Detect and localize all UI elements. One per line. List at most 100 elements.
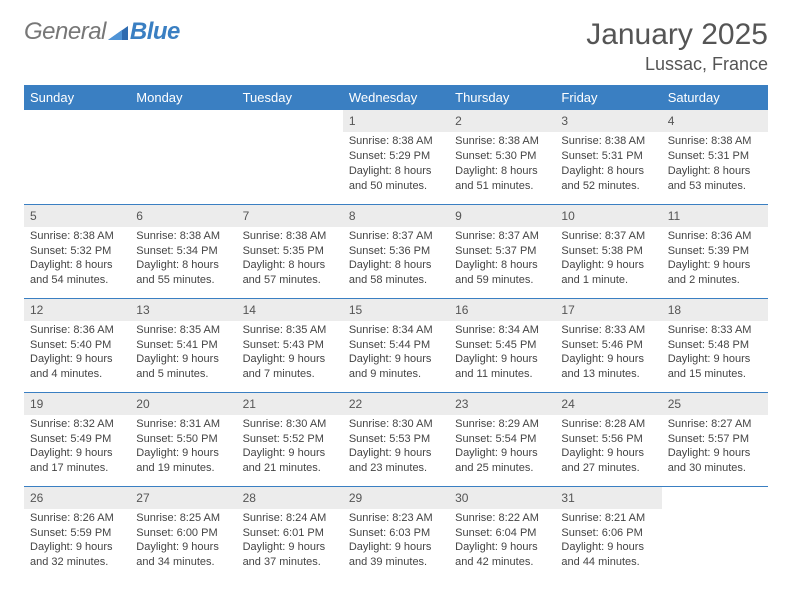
day-cell: 10Sunrise: 8:37 AMSunset: 5:38 PMDayligh… — [555, 204, 661, 298]
day-cell: 15Sunrise: 8:34 AMSunset: 5:44 PMDayligh… — [343, 298, 449, 392]
day-line-d2: and 21 minutes. — [243, 461, 337, 476]
day-body: Sunrise: 8:34 AMSunset: 5:44 PMDaylight:… — [343, 321, 449, 386]
day-line-d1: Daylight: 9 hours — [30, 446, 124, 461]
day-line-d2: and 51 minutes. — [455, 179, 549, 194]
day-body: Sunrise: 8:21 AMSunset: 6:06 PMDaylight:… — [555, 509, 661, 574]
brand-part2: Blue — [130, 18, 180, 46]
day-body: Sunrise: 8:37 AMSunset: 5:38 PMDaylight:… — [555, 227, 661, 292]
day-line-d2: and 34 minutes. — [136, 555, 230, 570]
day-cell: 30Sunrise: 8:22 AMSunset: 6:04 PMDayligh… — [449, 486, 555, 580]
day-line-d1: Daylight: 9 hours — [561, 258, 655, 273]
day-line-sr: Sunrise: 8:38 AM — [136, 229, 230, 244]
day-line-ss: Sunset: 5:46 PM — [561, 338, 655, 353]
day-number: 3 — [555, 110, 661, 132]
day-line-sr: Sunrise: 8:22 AM — [455, 511, 549, 526]
day-cell: 12Sunrise: 8:36 AMSunset: 5:40 PMDayligh… — [24, 298, 130, 392]
day-line-d1: Daylight: 9 hours — [455, 446, 549, 461]
day-line-ss: Sunset: 5:29 PM — [349, 149, 443, 164]
day-line-ss: Sunset: 5:36 PM — [349, 244, 443, 259]
day-number: 23 — [449, 393, 555, 415]
day-line-sr: Sunrise: 8:36 AM — [668, 229, 762, 244]
day-line-ss: Sunset: 5:31 PM — [668, 149, 762, 164]
day-body: Sunrise: 8:34 AMSunset: 5:45 PMDaylight:… — [449, 321, 555, 386]
day-cell: 20Sunrise: 8:31 AMSunset: 5:50 PMDayligh… — [130, 392, 236, 486]
day-number: 13 — [130, 299, 236, 321]
day-line-d1: Daylight: 9 hours — [349, 446, 443, 461]
day-body: Sunrise: 8:30 AMSunset: 5:52 PMDaylight:… — [237, 415, 343, 480]
day-cell: 3Sunrise: 8:38 AMSunset: 5:31 PMDaylight… — [555, 110, 661, 204]
day-line-sr: Sunrise: 8:37 AM — [561, 229, 655, 244]
day-body: Sunrise: 8:38 AMSunset: 5:31 PMDaylight:… — [662, 132, 768, 197]
day-line-sr: Sunrise: 8:25 AM — [136, 511, 230, 526]
day-cell: 6Sunrise: 8:38 AMSunset: 5:34 PMDaylight… — [130, 204, 236, 298]
day-number: 10 — [555, 205, 661, 227]
day-number: 29 — [343, 487, 449, 509]
day-cell: 23Sunrise: 8:29 AMSunset: 5:54 PMDayligh… — [449, 392, 555, 486]
day-line-d1: Daylight: 9 hours — [349, 540, 443, 555]
day-line-sr: Sunrise: 8:23 AM — [349, 511, 443, 526]
day-cell: 28Sunrise: 8:24 AMSunset: 6:01 PMDayligh… — [237, 486, 343, 580]
calendar-table: SundayMondayTuesdayWednesdayThursdayFrid… — [24, 85, 768, 580]
day-line-d2: and 9 minutes. — [349, 367, 443, 382]
day-line-sr: Sunrise: 8:38 AM — [455, 134, 549, 149]
location: Lussac, France — [586, 54, 768, 75]
week-row: 5Sunrise: 8:38 AMSunset: 5:32 PMDaylight… — [24, 204, 768, 298]
day-number: 26 — [24, 487, 130, 509]
day-line-ss: Sunset: 5:48 PM — [668, 338, 762, 353]
day-line-ss: Sunset: 5:59 PM — [30, 526, 124, 541]
week-row: ...1Sunrise: 8:38 AMSunset: 5:29 PMDayli… — [24, 110, 768, 204]
day-line-sr: Sunrise: 8:35 AM — [136, 323, 230, 338]
day-body: Sunrise: 8:36 AMSunset: 5:39 PMDaylight:… — [662, 227, 768, 292]
day-line-ss: Sunset: 6:06 PM — [561, 526, 655, 541]
day-body: Sunrise: 8:23 AMSunset: 6:03 PMDaylight:… — [343, 509, 449, 574]
header: General Blue January 2025 Lussac, France — [24, 18, 768, 75]
day-line-d2: and 32 minutes. — [30, 555, 124, 570]
day-line-d1: Daylight: 8 hours — [349, 164, 443, 179]
day-body: Sunrise: 8:31 AMSunset: 5:50 PMDaylight:… — [130, 415, 236, 480]
day-number: 9 — [449, 205, 555, 227]
day-line-d2: and 7 minutes. — [243, 367, 337, 382]
day-line-d1: Daylight: 9 hours — [455, 540, 549, 555]
day-body: Sunrise: 8:37 AMSunset: 5:36 PMDaylight:… — [343, 227, 449, 292]
day-line-sr: Sunrise: 8:37 AM — [349, 229, 443, 244]
day-body: Sunrise: 8:38 AMSunset: 5:34 PMDaylight:… — [130, 227, 236, 292]
title-block: January 2025 Lussac, France — [586, 18, 768, 75]
day-line-sr: Sunrise: 8:27 AM — [668, 417, 762, 432]
day-header: Wednesday — [343, 85, 449, 110]
day-body: Sunrise: 8:24 AMSunset: 6:01 PMDaylight:… — [237, 509, 343, 574]
day-line-ss: Sunset: 5:39 PM — [668, 244, 762, 259]
brand-triangle-icon — [108, 23, 128, 41]
day-cell: 18Sunrise: 8:33 AMSunset: 5:48 PMDayligh… — [662, 298, 768, 392]
day-line-ss: Sunset: 6:01 PM — [243, 526, 337, 541]
day-cell: 21Sunrise: 8:30 AMSunset: 5:52 PMDayligh… — [237, 392, 343, 486]
day-line-sr: Sunrise: 8:21 AM — [561, 511, 655, 526]
day-line-d1: Daylight: 8 hours — [455, 164, 549, 179]
day-line-ss: Sunset: 5:32 PM — [30, 244, 124, 259]
day-line-d2: and 5 minutes. — [136, 367, 230, 382]
day-line-d2: and 55 minutes. — [136, 273, 230, 288]
week-row: 12Sunrise: 8:36 AMSunset: 5:40 PMDayligh… — [24, 298, 768, 392]
day-cell: 27Sunrise: 8:25 AMSunset: 6:00 PMDayligh… — [130, 486, 236, 580]
day-cell: 26Sunrise: 8:26 AMSunset: 5:59 PMDayligh… — [24, 486, 130, 580]
day-line-d2: and 42 minutes. — [455, 555, 549, 570]
day-line-d2: and 1 minute. — [561, 273, 655, 288]
day-line-sr: Sunrise: 8:30 AM — [243, 417, 337, 432]
day-cell: 1Sunrise: 8:38 AMSunset: 5:29 PMDaylight… — [343, 110, 449, 204]
day-number: 20 — [130, 393, 236, 415]
week-row: 26Sunrise: 8:26 AMSunset: 5:59 PMDayligh… — [24, 486, 768, 580]
day-line-sr: Sunrise: 8:24 AM — [243, 511, 337, 526]
day-line-sr: Sunrise: 8:34 AM — [349, 323, 443, 338]
day-number: 28 — [237, 487, 343, 509]
day-number: 1 — [343, 110, 449, 132]
day-body: Sunrise: 8:28 AMSunset: 5:56 PMDaylight:… — [555, 415, 661, 480]
day-line-ss: Sunset: 6:04 PM — [455, 526, 549, 541]
day-line-ss: Sunset: 6:03 PM — [349, 526, 443, 541]
day-cell: 17Sunrise: 8:33 AMSunset: 5:46 PMDayligh… — [555, 298, 661, 392]
day-line-d2: and 58 minutes. — [349, 273, 443, 288]
day-line-d2: and 23 minutes. — [349, 461, 443, 476]
day-line-ss: Sunset: 5:54 PM — [455, 432, 549, 447]
day-line-d1: Daylight: 8 hours — [455, 258, 549, 273]
day-line-ss: Sunset: 5:52 PM — [243, 432, 337, 447]
day-line-d1: Daylight: 9 hours — [136, 540, 230, 555]
day-line-sr: Sunrise: 8:32 AM — [30, 417, 124, 432]
